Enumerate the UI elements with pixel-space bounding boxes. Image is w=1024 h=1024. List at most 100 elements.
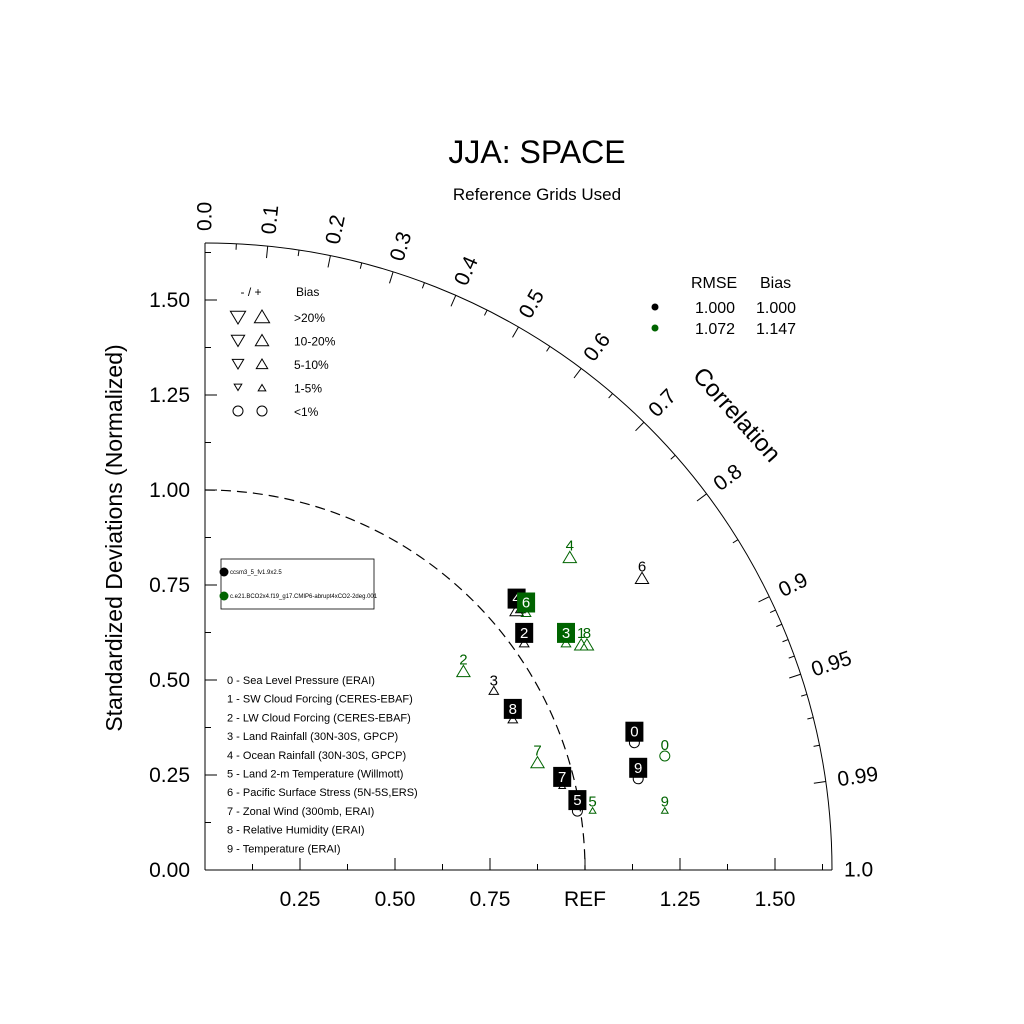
point-label: 1 — [577, 625, 585, 642]
variable-list: 0 - Sea Level Pressure (ERAI) 1 - SW Clou… — [227, 675, 418, 855]
corr-tick — [813, 781, 826, 784]
corr-tick-label: 0.1 — [257, 204, 283, 235]
bias-legend-triangle-down — [231, 358, 245, 370]
y-tick-label: 0.00 — [149, 859, 190, 882]
case-legend-dot — [219, 591, 229, 601]
corr-tick-label: 0.99 — [836, 763, 880, 792]
point-marker — [488, 685, 500, 695]
point-label: 4 — [566, 537, 574, 554]
data-point: 7 — [553, 766, 572, 789]
case-legend-dot — [219, 567, 229, 577]
bias-legend-label: >20% — [294, 311, 325, 325]
point-label: 4 — [512, 591, 520, 608]
point-label: 9 — [634, 760, 642, 777]
point-marker — [529, 755, 546, 769]
point-label: 7 — [558, 769, 566, 786]
case-legend-box — [220, 558, 375, 610]
corr-tick — [789, 673, 801, 679]
corr-minor-tick — [813, 744, 820, 747]
point-label-box — [625, 721, 644, 742]
corr-tick-label: 0.8 — [709, 460, 746, 496]
variable-list-item: 7 - Zonal Wind (300mb, ERAI) — [227, 806, 374, 818]
point-marker — [634, 571, 650, 584]
data-point: 6 — [517, 592, 536, 617]
data-point: 5 — [568, 790, 587, 817]
corr-tick-label: 0.95 — [808, 647, 854, 682]
stats-row-dot — [651, 303, 659, 311]
variable-list-item: 6 - Pacific Surface Stress (5N-5S,ERS) — [227, 787, 418, 799]
y-tick-label: 0.50 — [149, 669, 190, 692]
bias-legend-label: 1-5% — [294, 382, 322, 396]
y-tick-label: 0.25 — [149, 764, 190, 787]
point-marker — [455, 664, 471, 678]
y-tick-label: 1.50 — [149, 289, 190, 312]
stats-table: RMSE Bias 1.000 1.000 1.072 1.147 — [651, 275, 796, 338]
point-label-box — [557, 622, 575, 643]
corr-tick — [266, 246, 269, 259]
case-legend-label: c.e21.BCO2x4.f19_g17.CMIP6-abrupt4xCO2-2… — [230, 594, 378, 600]
data-point: 0 — [659, 737, 671, 762]
bias-legend-label: <1% — [294, 405, 319, 419]
data-point: 9 — [660, 794, 670, 814]
outer-arc — [204, 242, 833, 871]
x-tick-label: 0.25 — [280, 888, 321, 911]
point-label-box — [517, 592, 536, 613]
corr-tick-label: 0.4 — [450, 253, 483, 289]
point-label: 2 — [459, 651, 467, 668]
corr-minor-tick — [297, 250, 300, 257]
point-label: 7 — [533, 743, 541, 760]
x-tick-label: 0.50 — [375, 888, 416, 911]
corr-tick-label: 0.0 — [194, 202, 217, 231]
corr-minor-tick — [359, 262, 363, 269]
variable-list-item: 4 - Ocean Rainfall (30N-30S, GPCP) — [227, 750, 406, 762]
data-point: 6 — [634, 558, 650, 584]
bias-legend-label: 10-20% — [294, 335, 336, 349]
stats-header-bias: Bias — [760, 275, 791, 292]
point-label: 8 — [583, 625, 591, 642]
data-point: 9 — [629, 757, 648, 785]
x-tick-label: 0.75 — [470, 888, 511, 911]
corr-tick-label: 0.7 — [644, 385, 681, 422]
point-label: 3 — [490, 672, 498, 689]
corr-minor-tick — [421, 282, 425, 289]
bias-legend-triangle-up — [257, 383, 267, 392]
variable-list-item: 8 - Relative Humidity (ERAI) — [227, 825, 365, 837]
variable-list-item: 3 - Land Rainfall (30N-30S, GPCP) — [227, 731, 398, 743]
corr-tick — [696, 493, 707, 502]
data-point: 4 — [562, 537, 578, 564]
corr-minor-tick — [788, 655, 795, 659]
point-label: 5 — [588, 794, 596, 811]
data-point: 7 — [529, 743, 546, 769]
bias-legend-triangle-up — [254, 333, 270, 347]
corr-tick — [512, 326, 519, 338]
point-marker — [588, 806, 597, 814]
x-tick-label: 1.50 — [755, 888, 796, 911]
point-label: 0 — [661, 737, 669, 754]
chart-title: JJA: SPACE — [448, 134, 625, 170]
point-label-box — [553, 766, 572, 787]
stats-rmse-value: 1.072 — [695, 321, 735, 338]
corr-minor-tick — [608, 393, 613, 399]
corr-tick — [758, 596, 770, 603]
corr-tick-label: 0.5 — [515, 286, 550, 323]
bias-legend-bias-header: Bias — [296, 285, 319, 299]
point-label: 3 — [562, 625, 570, 642]
point-label: 0 — [630, 724, 638, 741]
data-point: 0 — [625, 721, 644, 749]
y-tick-label: 1.00 — [149, 479, 190, 502]
data-point: 3 — [557, 622, 575, 648]
bias-legend-triangle-up — [253, 309, 271, 324]
corr-minor-tick — [807, 717, 814, 720]
data-point: 3 — [488, 672, 500, 695]
corr-tick — [573, 368, 582, 379]
data-point: 8 — [579, 625, 595, 651]
stats-bias-value: 1.147 — [756, 321, 796, 338]
corr-tick — [450, 295, 457, 307]
y-axis-label: Standardized Deviations (Normalized) — [101, 344, 127, 731]
y-tick-label: 0.75 — [149, 574, 190, 597]
corr-minor-tick — [769, 609, 776, 613]
point-marker — [659, 750, 671, 762]
bias-legend-circle — [232, 405, 244, 417]
point-label: 8 — [509, 701, 517, 718]
point-label-box — [629, 757, 648, 778]
